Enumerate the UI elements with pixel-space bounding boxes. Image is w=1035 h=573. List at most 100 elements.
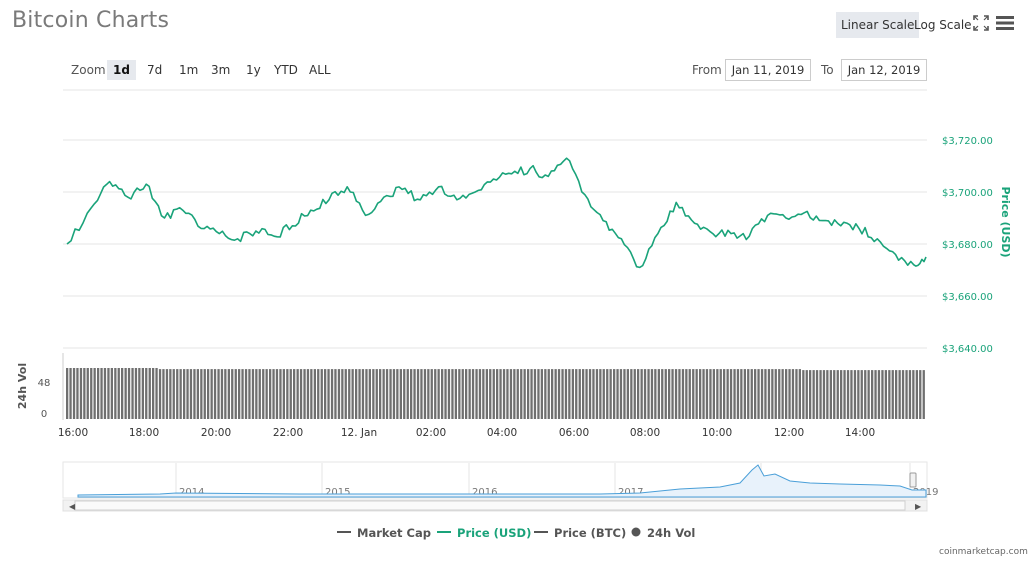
volume-bar [496,369,499,419]
time-tick-label: 12. Jan [341,427,377,439]
volume-bar [79,368,83,419]
volume-bar [747,369,750,419]
volume-bar [251,369,255,419]
zoom-7d-button[interactable]: 7d [147,63,163,77]
volume-bar [286,369,289,419]
volume-bar [66,368,69,419]
price-usd-line[interactable] [66,157,927,269]
volume-bar [571,369,574,419]
scroll-right-icon[interactable]: ▶ [915,502,922,511]
zoom-all-button[interactable]: ALL [309,63,331,77]
navigator-handle[interactable] [909,472,917,488]
volume-bar [420,369,423,419]
time-tick-label: 10:00 [702,427,732,439]
scrollbar-thumb[interactable] [74,500,906,511]
volume-bar [585,369,588,419]
volume-bar [296,369,299,419]
volume-bar [619,369,623,419]
volume-bar [692,369,695,419]
volume-bar [103,368,107,419]
volume-bar [760,369,764,419]
volume-bar [729,369,733,419]
volume-bar [86,368,89,419]
volume-bar [93,368,96,419]
volume-bar [654,369,657,419]
volume-bar [650,369,654,419]
scroll-left-icon[interactable]: ◀ [69,502,76,511]
volume-bar [657,369,660,419]
to-date-input[interactable]: Jan 12, 2019 [841,59,927,81]
volume-bar [152,368,155,419]
zoom-ytd-button[interactable]: YTD [274,63,298,77]
zoom-label: Zoom [71,63,106,77]
volume-bar [444,369,447,419]
zoom-1y-button[interactable]: 1y [246,63,261,77]
volume-bar [733,369,736,419]
volume-bar [234,369,237,419]
volume-bar [110,368,113,419]
price-tick-label: $3,660.00 [942,292,993,303]
volume-bar [905,370,908,419]
time-tick-label: 08:00 [630,427,660,439]
zoom-1m-button[interactable]: 1m [179,63,199,77]
volume-bar [712,369,715,419]
volume-bar [158,369,162,419]
volume-bar [72,368,76,419]
volume-bar [396,369,399,419]
volume-bar [757,369,760,419]
volume-bar [317,369,320,419]
volume-bar [671,369,674,419]
volume-bar [719,369,722,419]
legend-24h-vol-label: 24h Vol [647,526,696,540]
volume-bar [709,369,712,419]
hamburger-menu-icon[interactable] [996,15,1014,31]
volume-bar [912,370,915,419]
volume-bar [413,369,416,419]
volume-bar [533,369,537,419]
volume-bar [626,369,629,419]
volume-bar [434,369,437,419]
volume-bar [169,369,172,419]
volume-bar [623,369,626,419]
volume-bar [299,369,303,419]
from-date-input[interactable]: Jan 11, 2019 [725,59,811,81]
volume-bar [606,369,609,419]
volume-bar [275,369,279,419]
volume-bar [155,368,158,419]
expand-icon[interactable] [973,15,989,31]
to-label: To [821,63,834,77]
volume-bar [196,369,199,419]
navigator-year-label: 2017 [618,487,643,498]
volume-bar [441,369,444,419]
volume-bar [616,369,619,419]
volume-bar [406,369,409,419]
legend-24h-vol[interactable]: 24h Vol [631,526,695,540]
volume-bar [609,369,612,419]
volume-bar [141,368,144,419]
volume-bar [334,369,337,419]
volume-bar [482,369,485,419]
legend-price-btc[interactable]: Price (BTC) [534,526,626,540]
price-points [66,158,927,268]
volume-bar [189,369,193,419]
log-scale-button[interactable]: Log Scale [914,18,972,32]
price-tick-label: $3,680.00 [942,240,993,251]
volume-bar [599,369,602,419]
volume-bar [410,369,413,419]
time-tick-label: 16:00 [58,427,88,439]
legend-price-usd[interactable]: Price (USD) [437,526,531,540]
credit-text: coinmarketcap.com [939,547,1028,557]
zoom-1d-button[interactable]: 1d [107,60,136,80]
legend-market-cap[interactable]: Market Cap [337,526,431,540]
volume-bar [272,369,275,419]
volume-bar [516,369,519,419]
volume-bar [530,369,533,419]
zoom-3m-button[interactable]: 3m [211,63,231,77]
volume-bar [915,370,918,419]
volume-bar [145,368,148,419]
time-tick-label: 18:00 [129,427,159,439]
volume-bar [547,369,550,419]
volume-bar [313,369,316,419]
linear-scale-button[interactable]: Linear Scale [836,12,920,38]
